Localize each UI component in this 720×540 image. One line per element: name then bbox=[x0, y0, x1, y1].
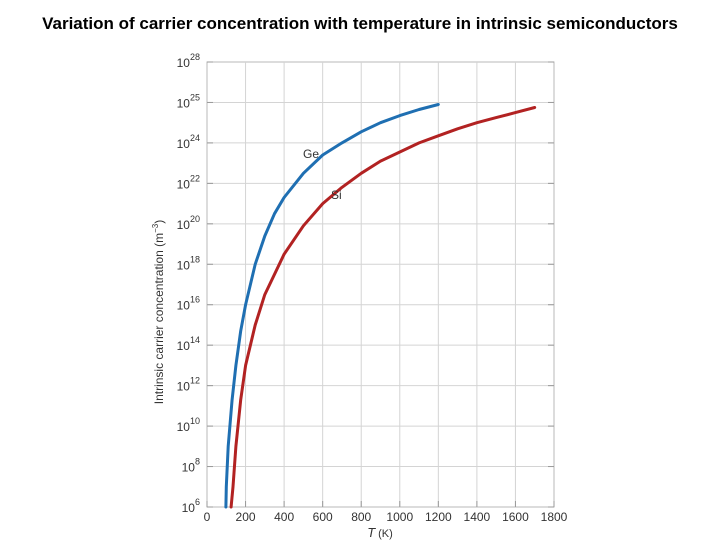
series-line-si bbox=[229, 106, 537, 509]
plot-area bbox=[206, 61, 555, 508]
x-tick-label: 1000 bbox=[386, 510, 413, 524]
y-tick-label: 1024 bbox=[177, 133, 200, 151]
y-tick-label: 108 bbox=[182, 457, 200, 475]
grid-lines bbox=[207, 62, 554, 507]
x-axis-label-symbol: T bbox=[367, 525, 376, 540]
y-tick-label: 1028 bbox=[177, 52, 200, 70]
x-tick-label: 600 bbox=[313, 510, 333, 524]
y-tick-label: 1025 bbox=[177, 92, 200, 110]
x-axis-label: T (K) bbox=[367, 525, 393, 540]
slide-title: Variation of carrier concentration with … bbox=[42, 14, 678, 33]
y-axis-label-close: ) bbox=[152, 220, 166, 224]
y-tick-label: 106 bbox=[182, 497, 200, 515]
series-line-ge bbox=[224, 103, 440, 509]
x-tick-label: 200 bbox=[236, 510, 256, 524]
x-tick-label: 800 bbox=[351, 510, 371, 524]
y-axis-ticks: 106 108 1010 1012 1014 1016 1018 1020 1022 1024 10… bbox=[177, 52, 554, 515]
x-axis-label-unit: (K) bbox=[378, 528, 393, 540]
series-layer bbox=[224, 103, 537, 509]
series-label-ge: Ge bbox=[303, 147, 319, 161]
x-axis-ticks: 0 200 400 600 800 1000 1200 1400 1600 1800 bbox=[204, 501, 568, 524]
y-axis-label-text: Intrinsic carrier concentration (m bbox=[152, 233, 166, 404]
x-tick-label: 400 bbox=[274, 510, 294, 524]
y-tick-label: 1022 bbox=[177, 173, 200, 191]
y-tick-label: 1016 bbox=[177, 295, 200, 313]
x-tick-label: 1200 bbox=[425, 510, 452, 524]
y-tick-label: 1014 bbox=[177, 335, 200, 353]
y-tick-label: 1018 bbox=[177, 254, 200, 272]
y-tick-label: 1012 bbox=[177, 376, 200, 394]
series-label-si: Si bbox=[331, 188, 342, 202]
y-tick-label: 1020 bbox=[177, 214, 200, 232]
y-axis-label: Intrinsic carrier concentration (m−3) bbox=[151, 220, 166, 405]
x-tick-label: 0 bbox=[204, 510, 211, 524]
x-tick-label: 1600 bbox=[502, 510, 529, 524]
x-tick-label: 1800 bbox=[541, 510, 568, 524]
x-tick-label: 1400 bbox=[464, 510, 491, 524]
y-tick-label: 1010 bbox=[177, 416, 200, 434]
y-axis-label-exp: −3 bbox=[151, 223, 160, 233]
